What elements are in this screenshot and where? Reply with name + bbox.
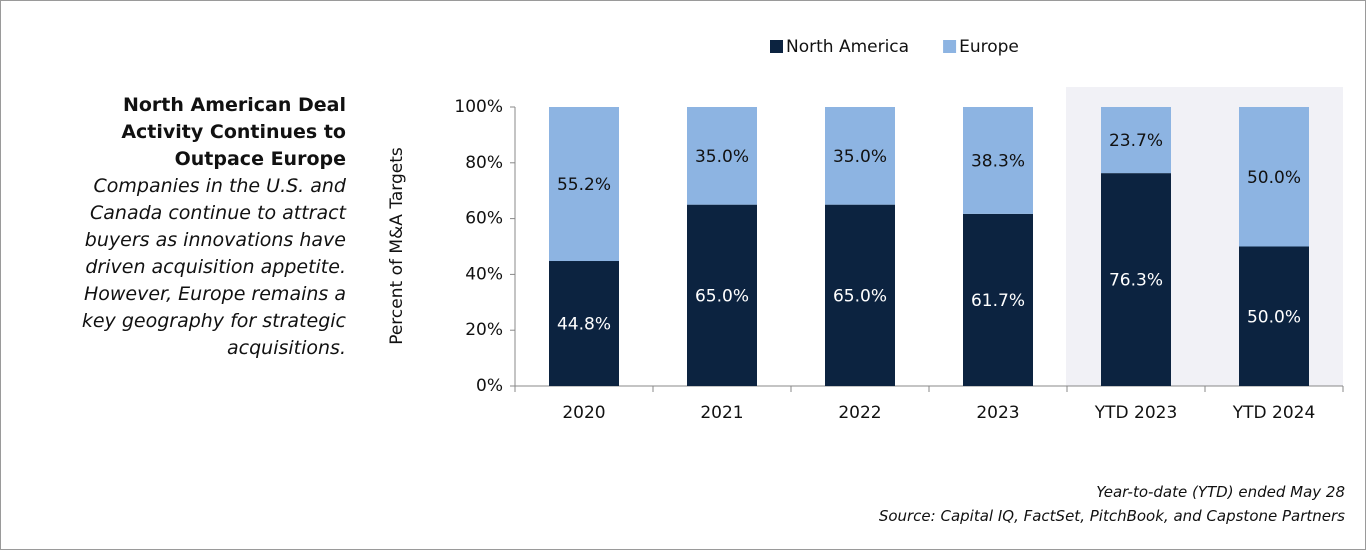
value-label: 76.3%: [1109, 271, 1163, 291]
note: Source: Capital IQ, FactSet, PitchBook, …: [878, 507, 1345, 525]
value-label: 61.7%: [971, 291, 1025, 311]
legend-label: North America: [786, 37, 909, 57]
notes: Year-to-date (YTD) ended May 28 Source: …: [879, 480, 1345, 528]
y-tick-label: 60%: [465, 209, 503, 229]
legend-swatch: [770, 40, 783, 53]
value-label: 50.0%: [1247, 168, 1301, 188]
value-label: 55.2%: [557, 175, 611, 195]
side-body: Companies in the U.S. and Canada continu…: [81, 175, 346, 359]
bar-segment: [687, 204, 757, 386]
y-axis-label: Percent of M&A Targets: [387, 147, 407, 345]
bar-segment: [1239, 246, 1309, 386]
x-tick-label: 2020: [562, 403, 605, 423]
note: Year-to-date (YTD) ended May 28: [1096, 483, 1345, 501]
value-label: 44.8%: [557, 315, 611, 335]
value-label: 23.7%: [1109, 131, 1163, 151]
x-tick-label: 2022: [838, 403, 881, 423]
legend-swatch: [943, 40, 957, 53]
bar-segment: [963, 107, 1033, 214]
x-tick-label: 2023: [976, 403, 1019, 423]
bar-segment: [825, 204, 895, 386]
bar-segment: [687, 107, 757, 205]
value-label: 35.0%: [833, 147, 887, 167]
y-tick-label: 0%: [476, 376, 503, 396]
y-tick-label: 40%: [465, 264, 503, 284]
x-tick-label: 2021: [700, 403, 743, 423]
value-label: 50.0%: [1247, 307, 1301, 327]
bar-segment: [549, 107, 619, 262]
bar-segment: [963, 213, 1033, 386]
value-label: 65.0%: [695, 286, 749, 306]
bar-segment: [1239, 107, 1309, 247]
y-tick-label: 20%: [465, 320, 503, 340]
y-tick-label: 80%: [465, 153, 503, 173]
legend-label: Europe: [959, 37, 1019, 57]
side-text: North American Deal Activity Continues t…: [50, 92, 346, 362]
side-title: North American Deal Activity Continues t…: [121, 94, 346, 170]
y-tick-label: 100%: [454, 97, 503, 117]
value-label: 65.0%: [833, 286, 887, 306]
bar-segment: [825, 107, 895, 205]
bar-segment: [1101, 173, 1171, 386]
x-tick-label: YTD 2024: [1232, 403, 1316, 423]
x-tick-label: YTD 2023: [1094, 403, 1178, 423]
value-label: 35.0%: [695, 147, 749, 167]
bar-segment: [1101, 107, 1171, 174]
bar-segment: [549, 261, 619, 386]
value-label: 38.3%: [971, 151, 1025, 171]
